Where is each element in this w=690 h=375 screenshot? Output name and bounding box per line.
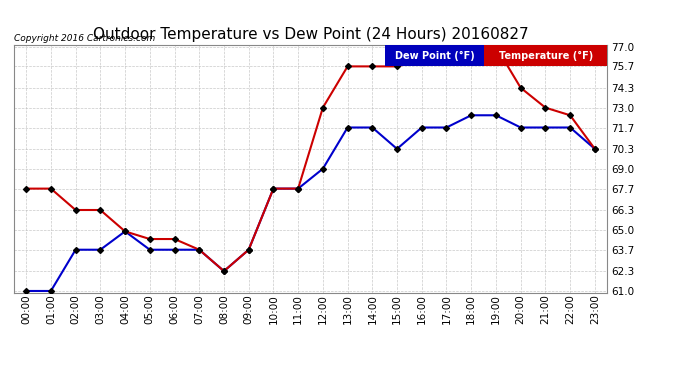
- Text: Dew Point (°F): Dew Point (°F): [395, 51, 475, 60]
- FancyBboxPatch shape: [484, 45, 607, 66]
- Title: Outdoor Temperature vs Dew Point (24 Hours) 20160827: Outdoor Temperature vs Dew Point (24 Hou…: [92, 27, 529, 42]
- Text: Copyright 2016 Cartronics.com: Copyright 2016 Cartronics.com: [14, 33, 155, 42]
- FancyBboxPatch shape: [385, 45, 484, 66]
- Text: Temperature (°F): Temperature (°F): [499, 51, 593, 60]
